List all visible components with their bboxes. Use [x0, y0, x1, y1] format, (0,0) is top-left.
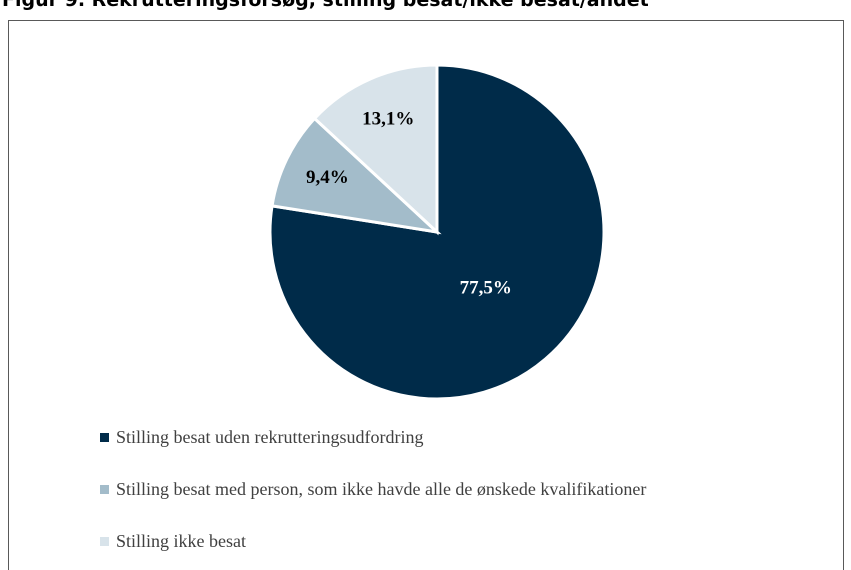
figure-title: Figur 9. Rekrutteringsforsøg, stilling b… — [2, 0, 649, 11]
pie-slices — [268, 63, 606, 401]
legend-label: Stilling besat med person, som ikke havd… — [116, 479, 647, 499]
pie-slice — [270, 116, 442, 235]
pie-labels: 77,5% 9,4% 13,1% — [306, 109, 512, 299]
pie-slice — [312, 63, 439, 236]
legend-item: Stilling besat med person, som ikke havd… — [100, 477, 646, 502]
pie-slice-label: 9,4% — [306, 167, 349, 188]
legend-label: Stilling besat uden rekrutteringsudfordr… — [116, 427, 424, 447]
legend-swatch-icon — [100, 485, 109, 494]
legend-swatch-icon — [100, 537, 109, 546]
legend-item: Stilling ikke besat — [100, 529, 646, 554]
chart-legend: Stilling besat uden rekrutteringsudfordr… — [100, 425, 646, 570]
legend-swatch-icon — [100, 433, 109, 442]
legend-item: Stilling besat uden rekrutteringsudfordr… — [100, 425, 646, 450]
pie-slice-label: 77,5% — [460, 278, 512, 299]
pie-slice-label: 13,1% — [362, 109, 414, 130]
legend-label: Stilling ikke besat — [116, 531, 246, 551]
